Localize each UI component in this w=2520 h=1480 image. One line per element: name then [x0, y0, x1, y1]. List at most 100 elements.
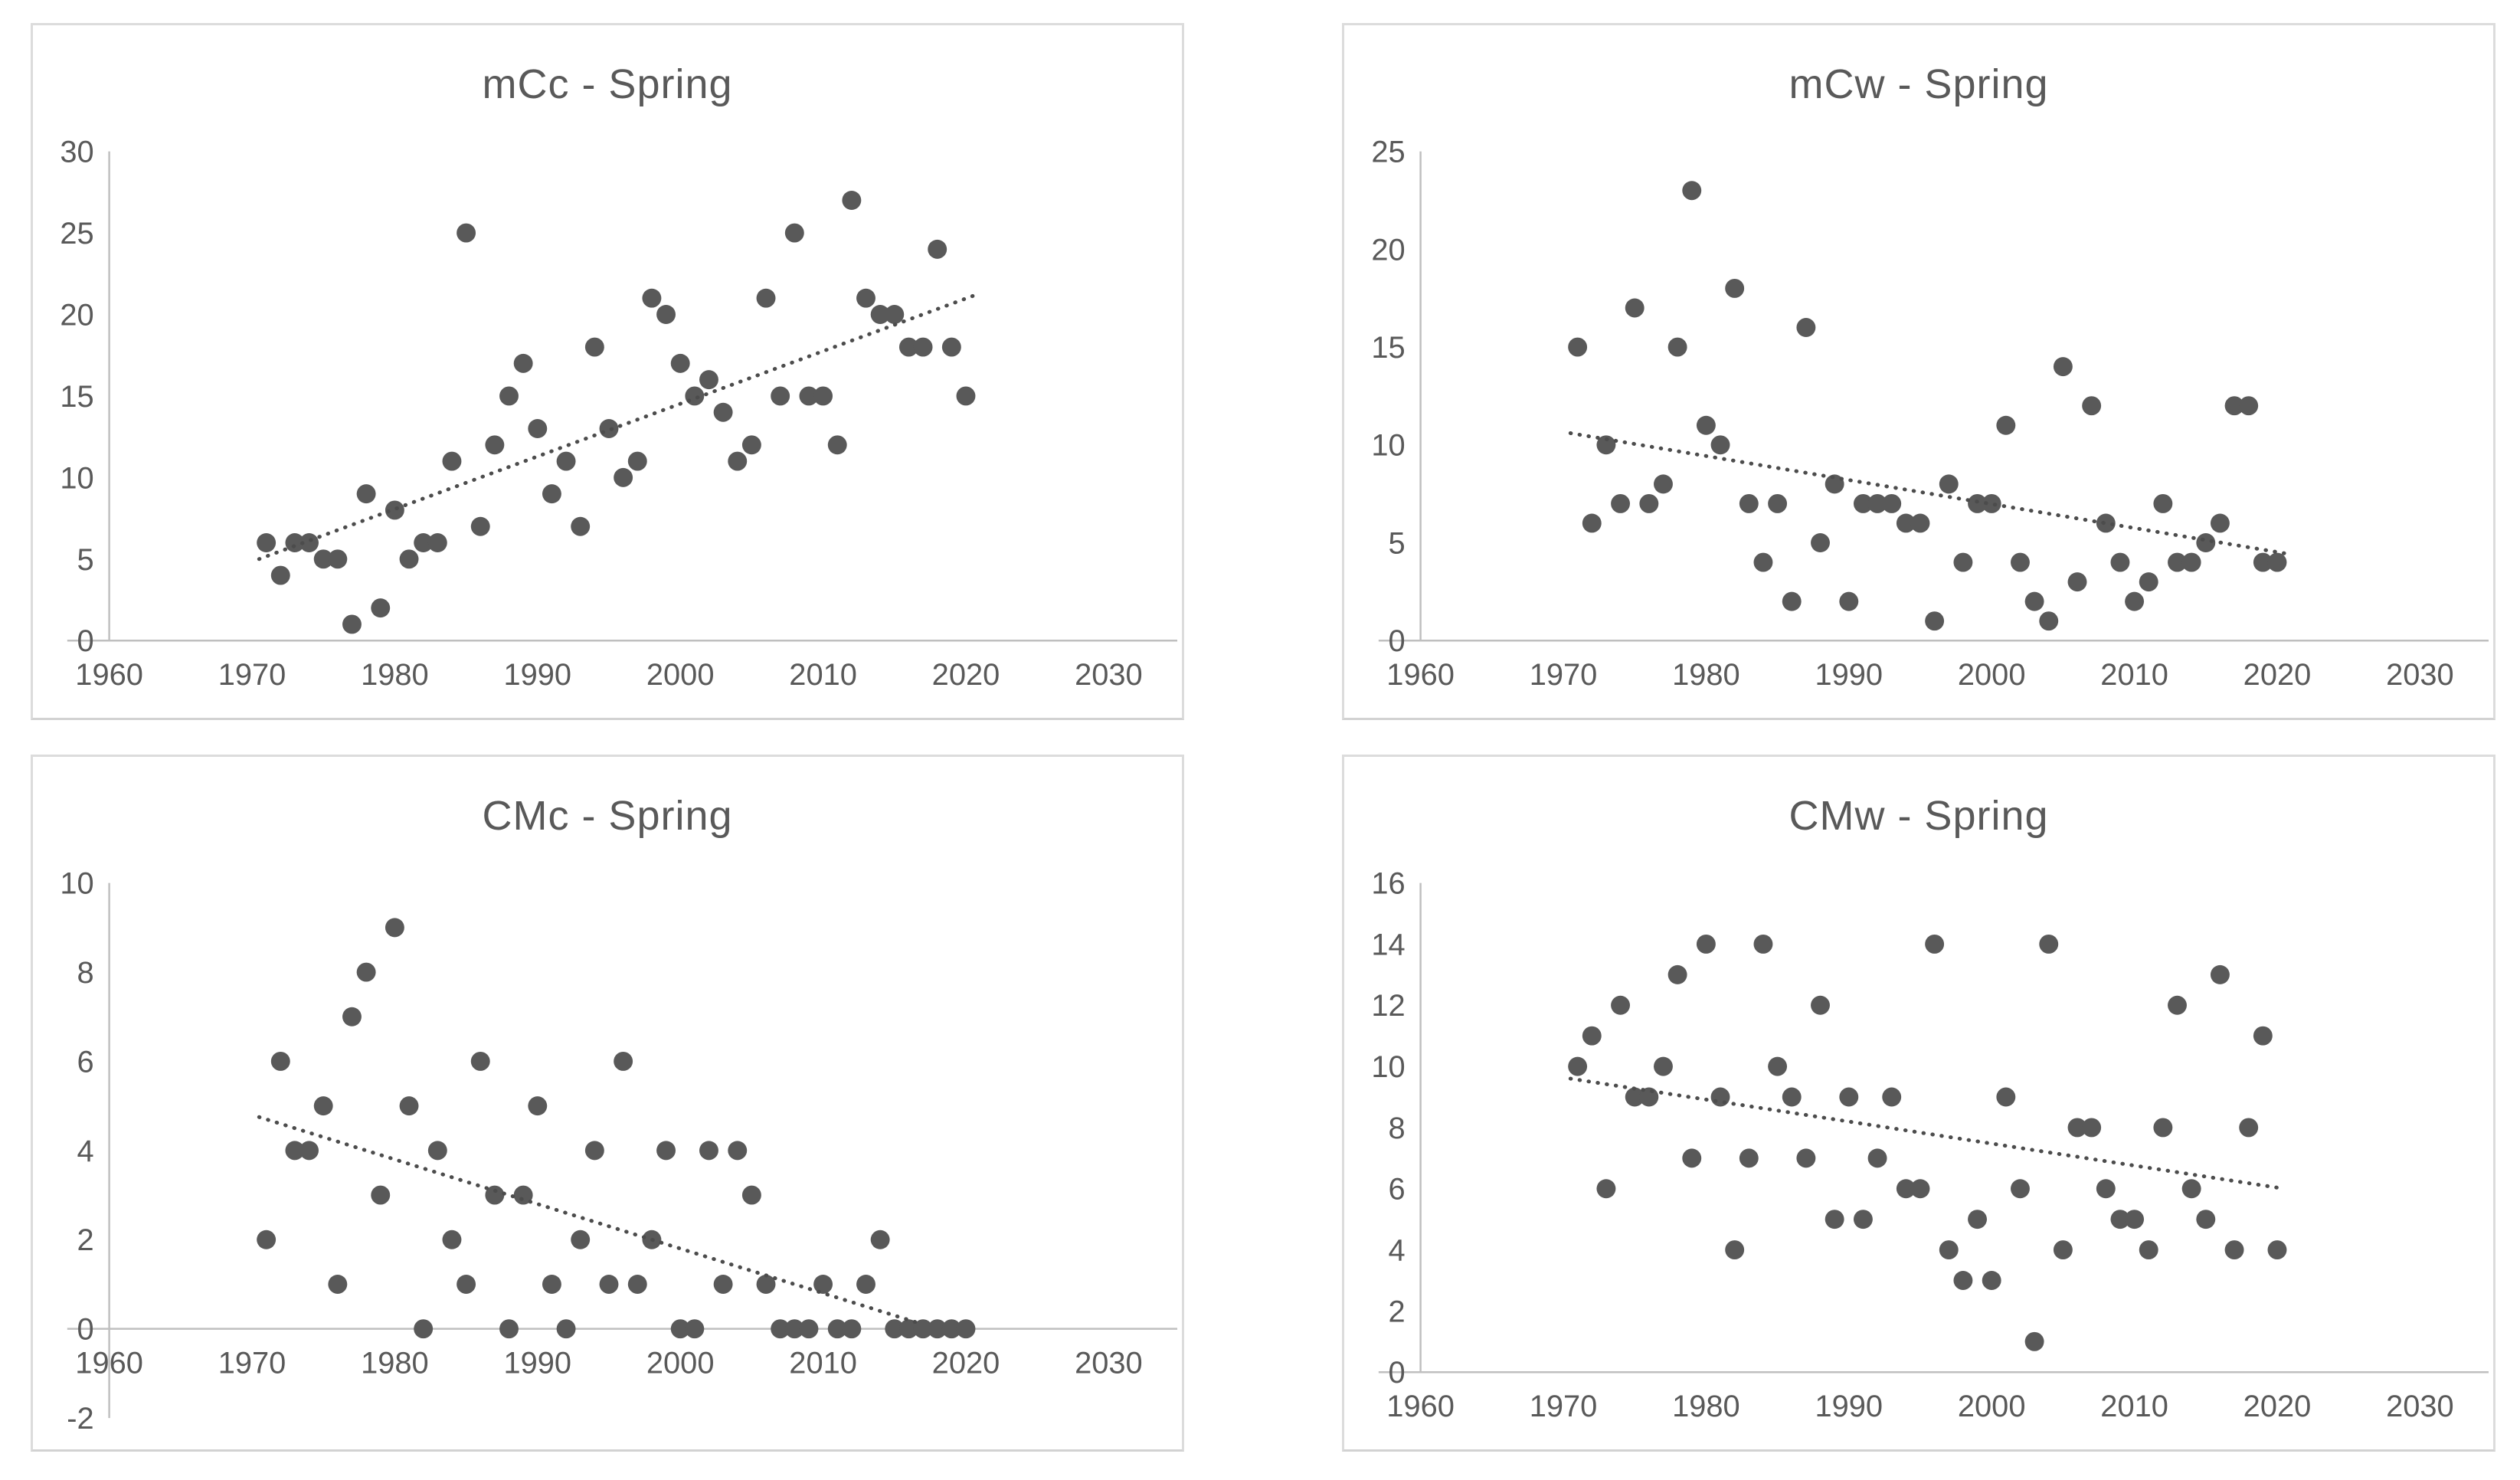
y-axis-tick-label: 20	[1371, 233, 1405, 267]
data-point	[1725, 278, 1745, 298]
data-point	[313, 1096, 333, 1116]
y-axis-tick-label: 8	[1389, 1112, 1406, 1145]
x-axis-tick-label: 1970	[1530, 1390, 1598, 1423]
x-axis-tick-label: 2030	[1075, 658, 1143, 692]
data-point	[2181, 552, 2201, 572]
data-point	[556, 451, 576, 471]
data-point	[1839, 1087, 1859, 1107]
x-axis-tick-label: 1980	[361, 658, 429, 692]
data-point	[2239, 1118, 2259, 1138]
trend-line	[1568, 1076, 2286, 1191]
data-point	[528, 1096, 548, 1116]
data-point	[1782, 591, 1802, 611]
data-point	[2267, 1240, 2287, 1260]
data-point	[1739, 493, 1759, 513]
trend-line	[1568, 431, 2294, 557]
data-point	[627, 451, 647, 471]
data-point	[799, 386, 819, 406]
x-axis-tick-label: 1960	[75, 1347, 143, 1380]
data-point	[885, 1319, 905, 1339]
data-point	[799, 1319, 819, 1339]
data-point	[571, 1230, 591, 1249]
data-point	[1568, 337, 1588, 357]
y-axis-tick-label: 10	[1371, 1050, 1405, 1084]
data-point	[656, 305, 676, 324]
y-axis-tick-label: 8	[77, 956, 94, 990]
data-point	[771, 1319, 790, 1339]
data-point	[2210, 964, 2230, 984]
data-point	[1782, 1087, 1802, 1107]
y-axis-tick-label: 25	[1371, 136, 1405, 169]
y-axis-tick-label: 10	[1371, 429, 1405, 463]
data-point	[1939, 474, 1959, 494]
data-point	[1910, 1179, 1930, 1199]
data-point	[870, 1230, 890, 1249]
y-axis-tick-label: 0	[77, 1313, 94, 1347]
data-point	[2011, 1179, 2030, 1199]
y-axis-tick-label: 2	[77, 1223, 94, 1257]
data-point	[1667, 337, 1687, 357]
data-point	[2210, 513, 2230, 533]
data-point	[499, 386, 519, 406]
data-point	[941, 1319, 961, 1339]
chart-panel-cmw-spring: CMw - Spring 0 2 4 6 8 10 12 14 16 1960 1970 1980 19…	[1342, 755, 2495, 1452]
data-point	[257, 1230, 277, 1249]
x-axis-tick-label: 2030	[1075, 1347, 1143, 1380]
data-point	[427, 1141, 447, 1161]
scatter-plot-cmw-spring: 0 2 4 6 8 10 12 14 16 1960 1970 1980 1990 2000 2010 202…	[1371, 867, 2489, 1423]
x-axis-tick-label: 2000	[1958, 1390, 2026, 1423]
data-point	[928, 239, 947, 259]
data-point	[1910, 513, 1930, 533]
y-axis-tick-label: -2	[67, 1402, 93, 1436]
data-point	[556, 1319, 576, 1339]
data-point	[2153, 493, 2173, 513]
data-point	[656, 1141, 676, 1161]
data-point	[485, 435, 505, 455]
x-axis-tick-label: 2030	[2386, 1390, 2454, 1423]
data-point	[627, 1275, 647, 1294]
data-point	[1925, 934, 1945, 954]
data-point	[1611, 995, 1631, 1015]
data-point	[842, 1319, 862, 1339]
data-point	[2139, 1240, 2158, 1260]
x-axis-tick-label: 1980	[361, 1347, 429, 1380]
y-axis-tick-label: 5	[77, 543, 94, 577]
y-axis-tick-label: 30	[60, 136, 93, 169]
x-axis-tick-label: 1980	[1672, 658, 1740, 692]
y-axis-tick-label: 20	[60, 298, 93, 332]
data-point	[2267, 552, 2287, 572]
data-point	[670, 353, 690, 373]
data-point	[2239, 396, 2259, 416]
data-point	[1996, 415, 2016, 435]
data-point	[1739, 1148, 1759, 1168]
data-point	[784, 223, 804, 243]
data-point	[299, 533, 319, 552]
data-point	[371, 598, 391, 618]
data-point	[385, 500, 404, 520]
chart-title: mCc - Spring	[482, 61, 733, 107]
data-point	[457, 223, 476, 243]
data-point	[699, 370, 718, 390]
data-point	[2082, 396, 2102, 416]
data-point	[442, 1230, 462, 1249]
x-axis-tick-label: 1970	[1530, 658, 1598, 692]
data-point	[1867, 493, 1887, 513]
data-point	[1596, 1179, 1616, 1199]
data-point	[513, 353, 533, 373]
data-point	[728, 1141, 748, 1161]
data-point	[1811, 995, 1830, 1015]
x-axis-tick-label: 2000	[646, 658, 715, 692]
data-point	[571, 516, 591, 536]
data-point	[1825, 474, 1844, 494]
data-point	[1753, 552, 1773, 572]
y-axis-tick-label: 14	[1371, 928, 1405, 961]
data-point	[898, 1319, 918, 1339]
trend-line	[257, 291, 983, 562]
data-point	[2168, 552, 2187, 572]
x-axis-tick-label: 1960	[1386, 1390, 1455, 1423]
data-point	[528, 419, 548, 438]
data-point	[342, 1007, 362, 1027]
data-point	[1925, 611, 1945, 631]
data-point	[2224, 1240, 2244, 1260]
y-axis-tick-label: 12	[1371, 989, 1405, 1023]
